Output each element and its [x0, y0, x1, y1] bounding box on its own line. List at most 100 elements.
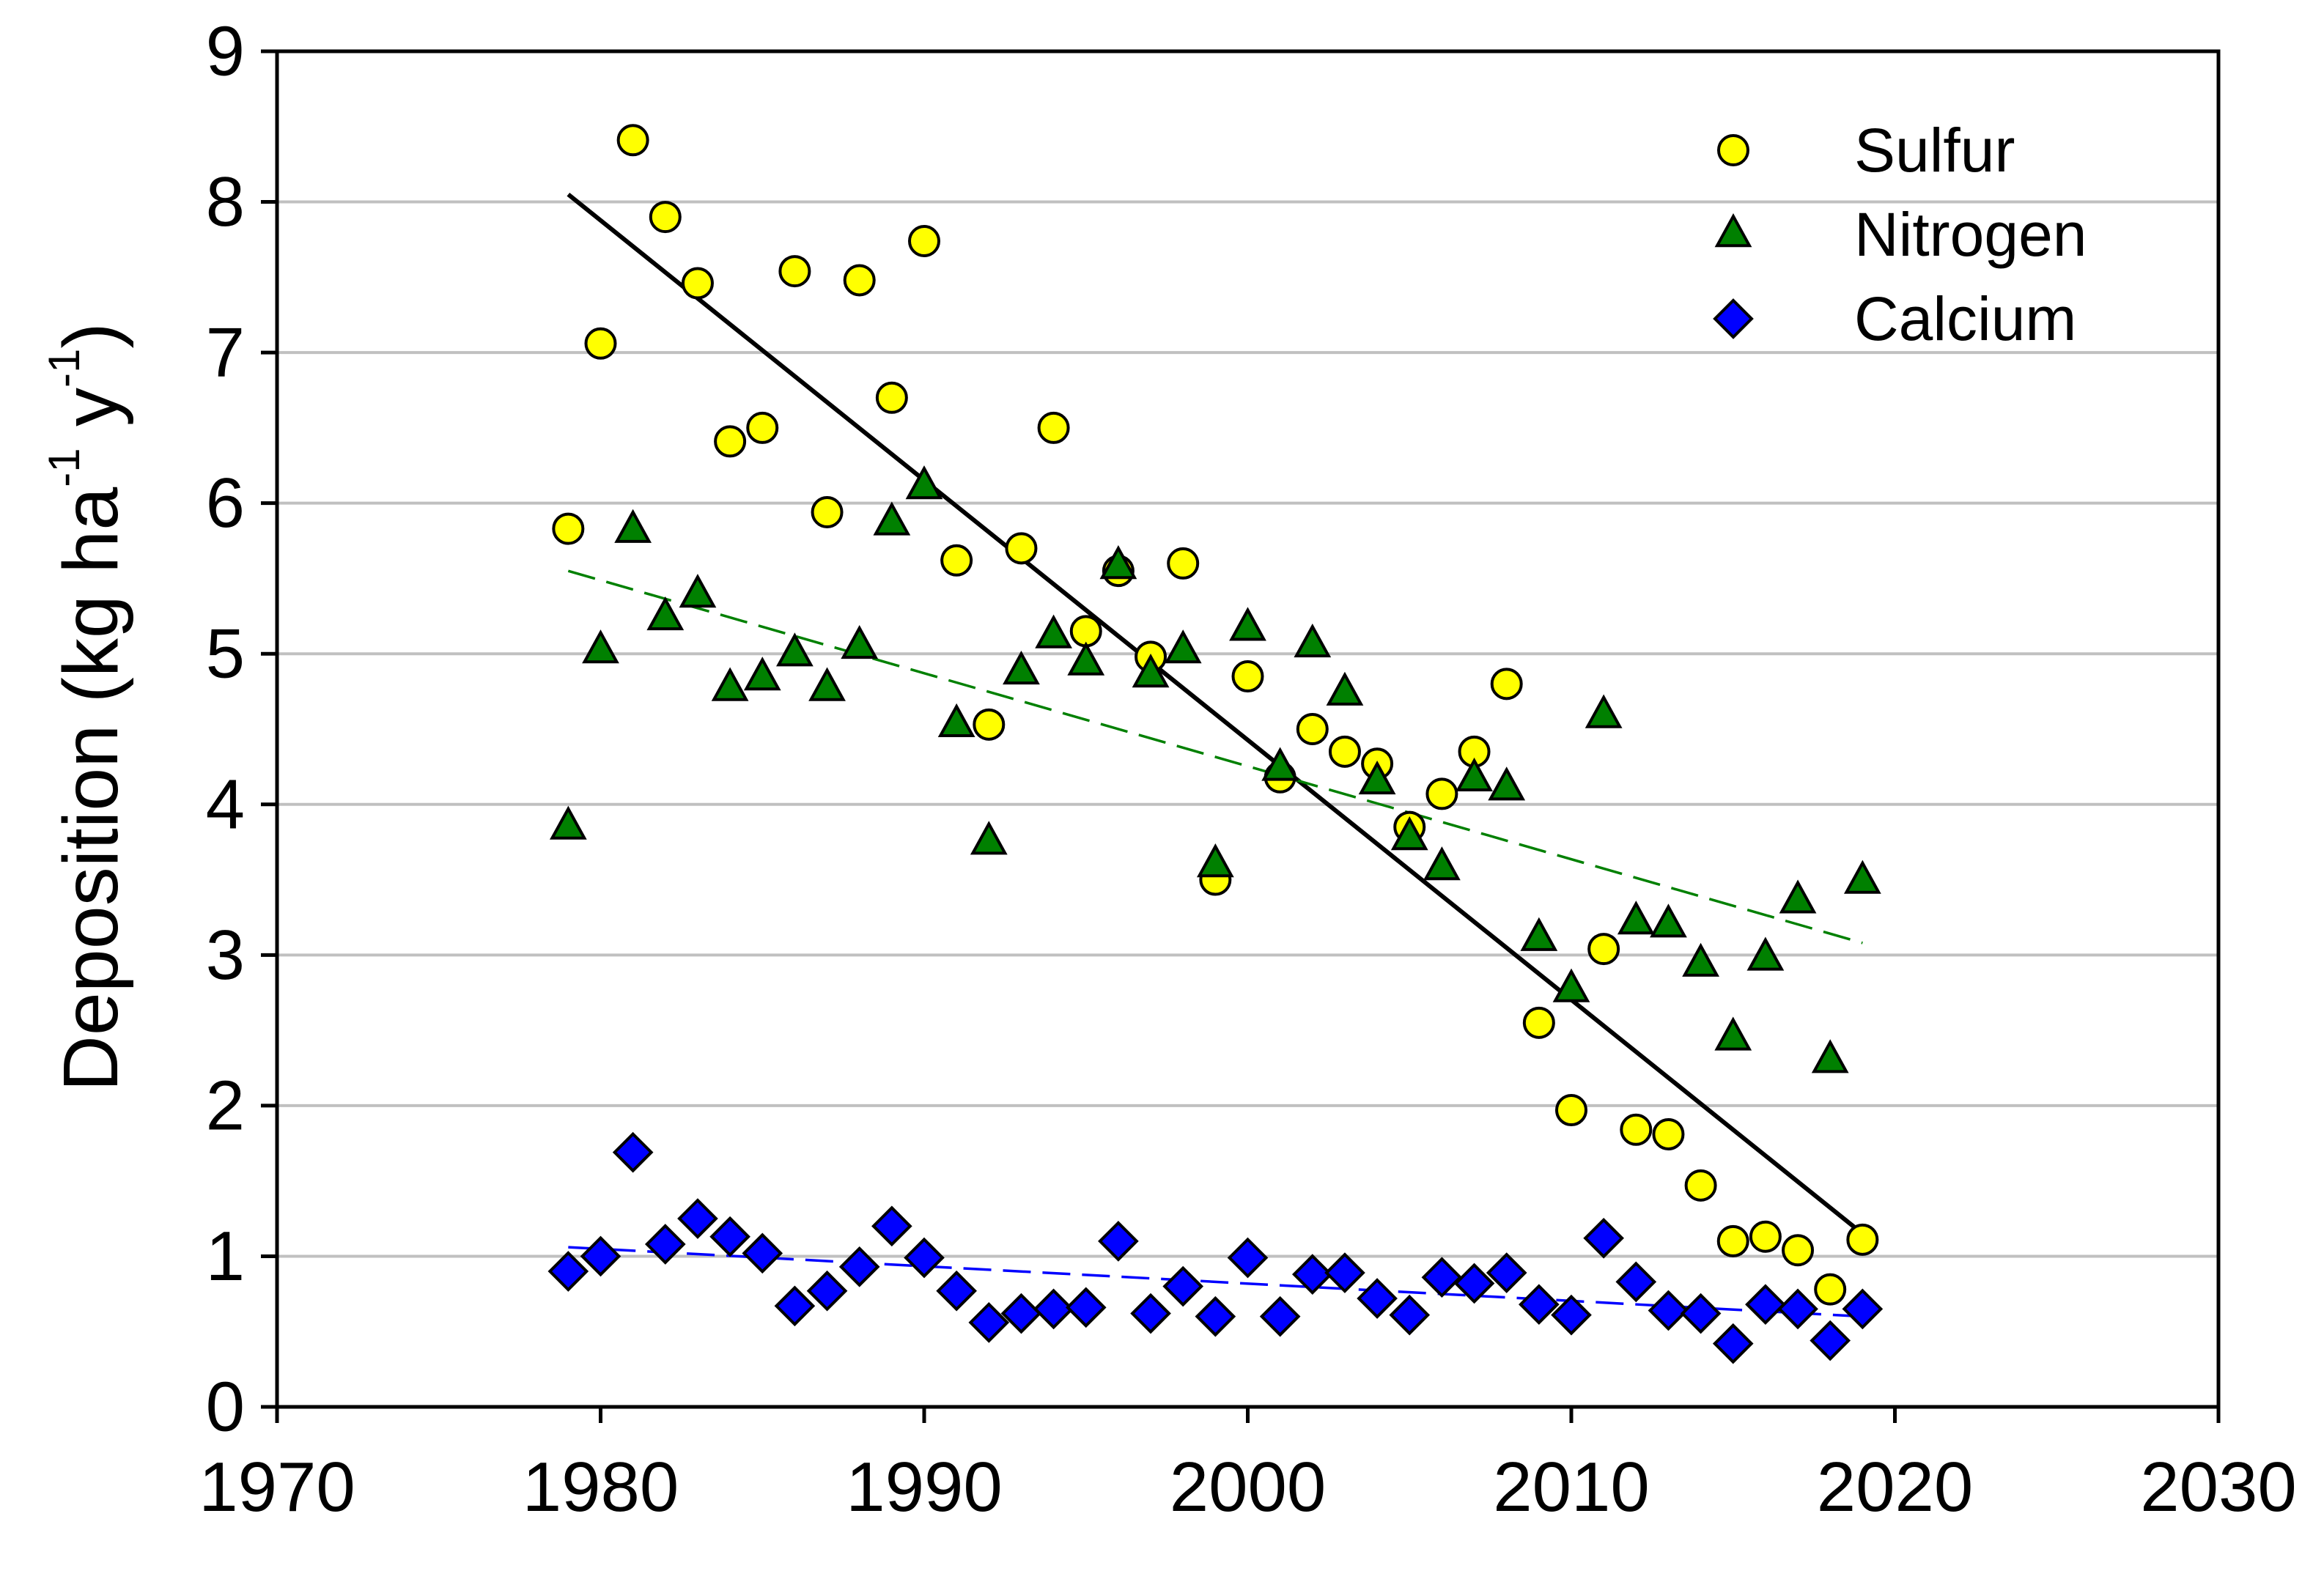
- calcium-point: [742, 1232, 783, 1274]
- calcium-point: [1259, 1295, 1301, 1337]
- calcium-point: [838, 1246, 880, 1287]
- calcium-point: [1777, 1288, 1818, 1330]
- y-tick-label: 9: [206, 12, 245, 91]
- sulfur-point: [1425, 777, 1458, 810]
- sulfur-point: [1555, 1094, 1587, 1127]
- calcium-point: [774, 1285, 816, 1327]
- calcium-point: [871, 1205, 912, 1247]
- sulfur-point: [552, 512, 585, 545]
- nitrogen-point: [549, 805, 587, 840]
- sulfur-point: [649, 201, 682, 234]
- nitrogen-point: [1585, 694, 1623, 728]
- y-tick-label: 6: [206, 464, 245, 542]
- calcium-point: [1227, 1237, 1269, 1279]
- calcium-point: [1421, 1257, 1463, 1298]
- nitrogen-point: [1552, 968, 1590, 1002]
- nitrogen-point: [1779, 879, 1817, 914]
- trend-lines: [567, 192, 1864, 1318]
- nitrogen-point: [1229, 607, 1266, 641]
- nitrogen-point: [776, 632, 814, 667]
- calcium-point: [1324, 1252, 1365, 1293]
- nitrogen-point: [808, 667, 846, 701]
- nitrogen-point: [873, 501, 911, 536]
- calcium-point: [709, 1216, 750, 1257]
- calcium-point: [677, 1198, 718, 1239]
- calcium-point: [1453, 1263, 1495, 1304]
- nitrogen-point: [1326, 671, 1364, 706]
- sulfur-point: [1167, 547, 1200, 580]
- calcium-point: [1810, 1320, 1851, 1361]
- x-tick-label: 1990: [846, 1448, 1003, 1526]
- nitrogen-legend-marker: [1714, 213, 1752, 248]
- nitrogen-point: [841, 624, 879, 659]
- nitrogen-point: [1261, 747, 1299, 781]
- nitrogen-point: [1617, 901, 1655, 935]
- sulfur-point: [1587, 933, 1620, 966]
- calcium-point: [1519, 1284, 1560, 1326]
- sulfur-point: [811, 496, 844, 528]
- calcium-point: [968, 1302, 1010, 1343]
- y-tick-label: 8: [206, 163, 245, 241]
- legend: Sulfur Nitrogen Calcium: [1713, 116, 2087, 353]
- sulfur-point: [1749, 1220, 1782, 1253]
- calcium-point: [1195, 1295, 1236, 1337]
- nitrogen-point: [1843, 860, 1881, 894]
- sulfur-point: [843, 264, 876, 297]
- nitrogen-point: [614, 509, 652, 543]
- x-tick-label: 2010: [1493, 1448, 1650, 1526]
- calcium-point: [1615, 1261, 1657, 1303]
- calcium-point: [1680, 1293, 1722, 1334]
- nitrogen-point: [646, 596, 685, 631]
- legend-label-nitrogen: Nitrogen: [1854, 200, 2087, 269]
- calcium-point: [1033, 1288, 1074, 1330]
- calcium-point: [936, 1270, 977, 1312]
- nitrogen-point: [1294, 623, 1332, 658]
- nitrogen-point: [1456, 757, 1493, 792]
- calcium-point: [1648, 1290, 1689, 1331]
- sulfur-point: [875, 381, 908, 414]
- calcium-point: [644, 1224, 686, 1265]
- nitrogen-point: [582, 629, 619, 664]
- calcium-point: [1712, 1323, 1754, 1364]
- sulfur-point: [940, 544, 973, 577]
- sulfur-point: [1231, 660, 1264, 693]
- nitrogen-point: [1067, 641, 1105, 676]
- y-axis-title: Deposition (kg ha-1 y-1): [40, 322, 134, 1091]
- sulfur-point: [1296, 713, 1329, 745]
- sulfur-point: [1684, 1169, 1717, 1202]
- data-markers: [547, 124, 1884, 1364]
- sulfur-point: [973, 708, 1006, 741]
- axes: [261, 49, 2221, 1423]
- sulfur-point: [1652, 1117, 1685, 1150]
- nitrogen-point: [1003, 650, 1040, 685]
- y-tick-label: 5: [206, 615, 245, 693]
- calcium-point: [1745, 1284, 1786, 1326]
- calcium-point: [1486, 1252, 1527, 1293]
- nitrogen-point: [711, 667, 749, 701]
- nitrogen-point: [679, 574, 717, 608]
- nitrogen-point: [1650, 903, 1687, 938]
- nitrogen-point: [1132, 654, 1170, 688]
- calcium-point: [1842, 1288, 1884, 1330]
- calcium-point: [1389, 1294, 1431, 1336]
- nitrogen-point: [937, 703, 975, 738]
- sulfur-point: [714, 425, 747, 458]
- nitrogen-point: [1488, 766, 1526, 801]
- sulfur-legend-marker: [1717, 134, 1749, 166]
- sulfur-point: [1716, 1224, 1749, 1257]
- calcium-trend-line: [568, 1246, 1863, 1318]
- nitrogen-point: [1358, 760, 1396, 795]
- sulfur-point: [1490, 668, 1523, 701]
- sulfur-point: [1037, 411, 1070, 444]
- y-tick-label: 0: [206, 1368, 245, 1446]
- x-tick-label: 2000: [1170, 1448, 1327, 1526]
- calcium-point: [1291, 1254, 1333, 1295]
- nitrogen-point: [1390, 816, 1428, 851]
- sulfur-point: [1069, 615, 1102, 648]
- sulfur-point: [681, 267, 714, 300]
- x-tick-label: 2020: [1817, 1448, 1974, 1526]
- calcium-point: [1065, 1287, 1107, 1328]
- sulfur-point: [1814, 1273, 1847, 1306]
- calcium-point: [1551, 1294, 1592, 1336]
- calcium-point: [806, 1270, 848, 1312]
